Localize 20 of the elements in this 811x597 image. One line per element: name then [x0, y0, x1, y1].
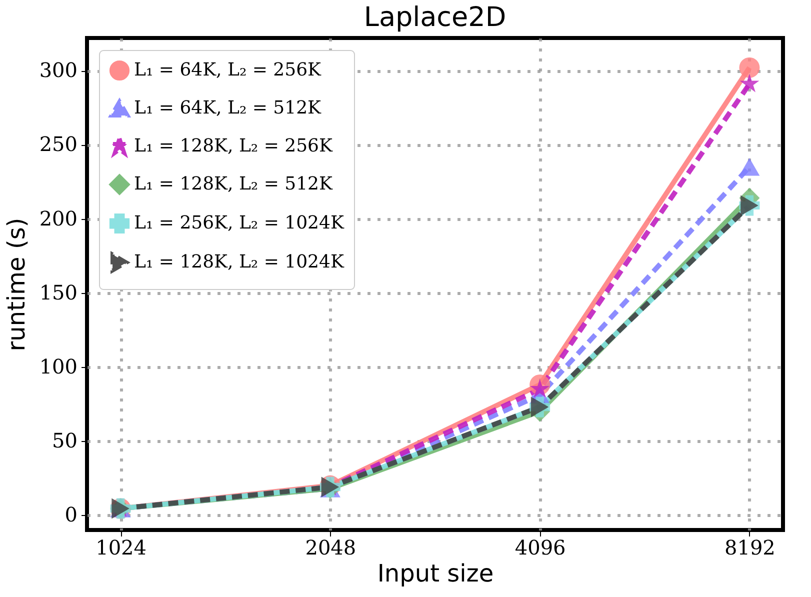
x-tick-label: 8192: [724, 536, 776, 560]
y-tick-label: 150: [39, 280, 78, 304]
x-tick-label: 4096: [514, 536, 566, 560]
y-tick-label: 0: [64, 502, 78, 527]
legend-label: L₁ = 128K, L₂ = 1024K: [134, 252, 344, 272]
x-tick-label: 2048: [305, 536, 356, 560]
x-axis-title: Input size: [377, 560, 494, 588]
legend-label: L₁ = 128K, L₂ = 256K: [134, 136, 333, 156]
y-tick-label: 50: [52, 428, 78, 453]
y-tick-label: 200: [39, 206, 78, 230]
chart-title: Laplace2D: [364, 2, 506, 33]
legend-label: L₁ = 64K, L₂ = 256K: [134, 60, 322, 80]
y-tick-label: 100: [39, 354, 78, 378]
y-tick-label: 250: [39, 132, 78, 156]
legend-label: L₁ = 256K, L₂ = 1024K: [134, 212, 344, 234]
legend-label: L₁ = 128K, L₂ = 512K: [134, 174, 333, 194]
x-tick-label: 1024: [96, 536, 146, 560]
y-axis-title: runtime (s): [2, 218, 30, 352]
y-tick-label: 300: [39, 58, 78, 82]
legend-label: L₁ = 64K, L₂ = 512K: [134, 98, 322, 118]
